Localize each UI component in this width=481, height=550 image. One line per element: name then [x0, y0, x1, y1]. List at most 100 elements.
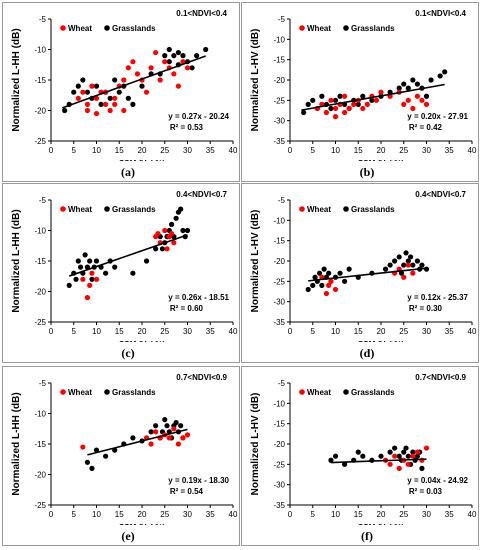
data-point-grasslands — [184, 227, 191, 234]
y-tick-label: -5 — [39, 379, 47, 388]
data-point-grasslands — [387, 262, 393, 268]
data-point-wheat — [80, 89, 86, 95]
legend-label: Wheat — [68, 205, 92, 214]
data-point-wheat — [162, 227, 168, 234]
trend-equation: y = 0.20x - 27.91 — [407, 112, 468, 121]
r-squared: R² = 0.42 — [409, 123, 443, 132]
data-point-wheat — [364, 101, 370, 107]
data-point-wheat — [423, 101, 430, 107]
data-point-wheat — [414, 93, 420, 99]
data-point-grasslands — [62, 107, 68, 114]
legend-marker — [104, 389, 110, 395]
data-point-grasslands — [180, 53, 186, 59]
data-point-grasslands — [82, 252, 88, 258]
x-tick-label: 35 — [206, 146, 215, 155]
data-point-grasslands — [378, 453, 384, 459]
x-tick-label: 20 — [377, 146, 386, 155]
data-point-wheat — [171, 71, 177, 77]
data-point-grasslands — [403, 445, 409, 451]
data-point-grasslands — [396, 254, 402, 260]
data-point-grasslands — [178, 423, 184, 429]
y-tick-label: -10 — [273, 35, 285, 44]
y-tick-label: -5 — [278, 15, 286, 24]
chart-title: 0.4<NDVI<0.7 — [415, 190, 466, 199]
x-tick-label: 15 — [115, 146, 124, 155]
data-point-wheat — [405, 97, 411, 103]
x-axis-title: SSM (Vol.%) — [119, 523, 165, 525]
r-squared: R² = 0.60 — [170, 304, 204, 313]
data-point-grasslands — [168, 221, 175, 227]
data-point-wheat — [351, 101, 357, 107]
data-point-wheat — [153, 429, 159, 435]
x-axis-title: SSM (Vol.%) — [119, 159, 165, 161]
data-point-grasslands — [93, 258, 100, 264]
panel-label: (a) — [121, 165, 135, 179]
x-tick-label: 40 — [468, 510, 477, 519]
data-point-wheat — [93, 95, 100, 101]
data-point-grasslands — [328, 457, 334, 463]
data-point-grasslands — [319, 93, 325, 99]
x-tick-label: 20 — [138, 327, 147, 336]
x-tick-label: 40 — [229, 327, 238, 336]
y-tick-label: -15 — [273, 237, 285, 246]
data-point-wheat — [130, 59, 136, 65]
x-tick-label: 20 — [377, 327, 386, 336]
data-point-grasslands — [159, 246, 166, 252]
legend-marker — [60, 206, 66, 212]
x-tick-label: 30 — [183, 327, 192, 336]
y-tick-label: -25 — [273, 96, 285, 105]
data-point-grasslands — [305, 286, 311, 293]
data-point-wheat — [387, 461, 393, 467]
data-point-wheat — [168, 230, 175, 237]
y-tick-label: -15 — [273, 420, 285, 429]
trendline — [301, 83, 445, 111]
data-point-grasslands — [405, 258, 411, 264]
trendline — [87, 428, 188, 456]
legend-marker — [299, 25, 305, 31]
x-tick-label: 30 — [422, 327, 431, 336]
legend-marker — [104, 206, 110, 212]
data-point-grasslands — [148, 429, 154, 435]
data-point-grasslands — [166, 46, 172, 53]
x-tick-label: 25 — [399, 146, 408, 155]
data-point-grasslands — [401, 81, 407, 87]
data-point-grasslands — [180, 227, 186, 234]
data-point-wheat — [342, 109, 348, 116]
data-point-wheat — [171, 426, 177, 432]
legend-label: Wheat — [307, 24, 331, 33]
r-squared: R² = 0.53 — [170, 123, 204, 132]
x-tick-label: 5 — [311, 146, 316, 155]
scatter-plot: 0 5 10 15 20 25 30 35 40 -25 -20 -15 -10 -5 SSM (Vol.%… — [11, 190, 238, 342]
chart-panel-4: 0 5 10 15 20 25 30 35 40 -35 -30 -25 -20 -15 -10 -5 SSM … — [241, 183, 479, 363]
y-tick-label: -10 — [34, 46, 46, 55]
data-point-wheat — [423, 445, 430, 451]
chart-title: 0.4<NDVI<0.7 — [176, 190, 227, 199]
data-point-grasslands — [75, 258, 81, 264]
data-point-grasslands — [130, 435, 136, 441]
data-point-wheat — [84, 295, 90, 301]
data-point-grasslands — [355, 101, 361, 107]
data-point-wheat — [414, 449, 420, 455]
data-point-grasslands — [189, 65, 195, 71]
legend: Wheat Grasslands — [299, 388, 395, 397]
y-tick-label: -20 — [273, 257, 285, 266]
data-point-grasslands — [130, 101, 136, 107]
data-point-wheat — [184, 432, 191, 438]
legend-marker — [343, 25, 349, 31]
chart-title: 0.7<NDVI<0.9 — [415, 373, 466, 382]
data-point-grasslands — [328, 105, 334, 112]
data-point-wheat — [93, 110, 100, 117]
y-tick-label: -10 — [273, 399, 285, 408]
scatter-plot: 0 5 10 15 20 25 30 35 40 -35 -30 -25 -20 -15 -10 -5 SSM … — [250, 190, 477, 342]
data-point-grasslands — [84, 459, 90, 465]
x-tick-label: 10 — [92, 510, 101, 519]
x-tick-label: 40 — [229, 510, 238, 519]
data-point-wheat — [134, 71, 141, 77]
data-point-grasslands — [301, 109, 307, 116]
x-tick-label: 15 — [354, 146, 363, 155]
x-tick-label: 25 — [160, 510, 169, 519]
y-tick-label: -5 — [39, 15, 47, 24]
y-tick-label: -10 — [34, 227, 46, 236]
data-point-grasslands — [423, 93, 430, 99]
